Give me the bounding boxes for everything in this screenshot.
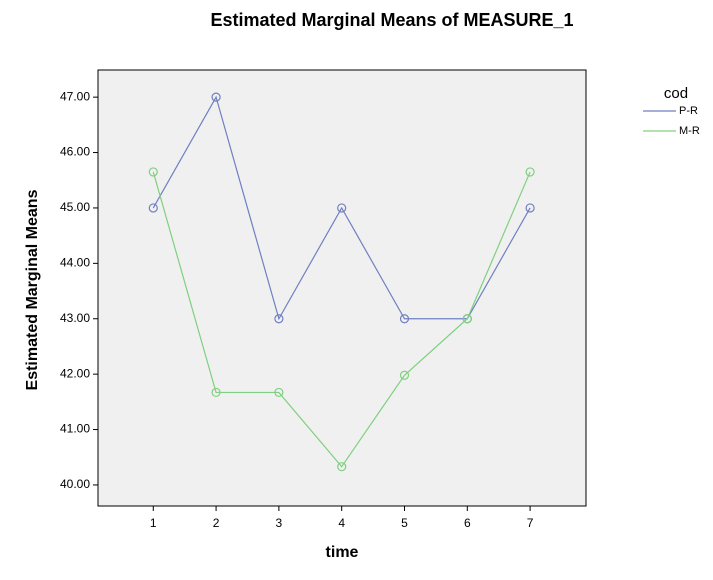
data-point — [399, 314, 410, 324]
legend-label: P-R — [679, 105, 698, 117]
y-tick-label: 43.00 — [60, 311, 90, 325]
data-point — [148, 203, 158, 213]
plot-area — [97, 69, 587, 507]
x-tick-label: 3 — [276, 516, 283, 530]
series-line — [152, 171, 531, 468]
data-point — [525, 167, 535, 177]
y-tick-label: 42.00 — [60, 366, 90, 380]
data-point — [148, 167, 158, 177]
legend-label: M-R — [679, 125, 700, 137]
legend-title: cod — [664, 85, 688, 102]
x-axis-label: time — [326, 544, 359, 561]
y-tick-label: 47.00 — [60, 89, 90, 103]
data-point — [211, 387, 221, 398]
data-point — [337, 203, 347, 213]
data-point — [211, 92, 221, 102]
chart-title: Estimated Marginal Means of MEASURE_1 — [210, 10, 573, 30]
x-tick-label: 7 — [527, 516, 534, 530]
data-point — [274, 314, 284, 324]
x-tick-label: 2 — [213, 516, 220, 530]
y-tick-label: 41.00 — [60, 422, 90, 436]
data-point — [337, 462, 347, 472]
x-tick-label: 1 — [150, 516, 157, 530]
x-tick-label: 6 — [464, 516, 471, 530]
y-tick-label: 45.00 — [60, 200, 90, 214]
y-axis-label: Estimated Marginal Means — [24, 189, 41, 390]
data-point — [274, 387, 284, 398]
data-point — [399, 370, 410, 380]
data-point — [462, 314, 472, 324]
y-tick-label: 46.00 — [60, 145, 90, 159]
y-tick-label: 44.00 — [60, 256, 90, 270]
y-tick-label: 40.00 — [60, 477, 90, 491]
data-point — [525, 203, 535, 213]
x-tick-label: 4 — [338, 516, 345, 530]
x-tick-label: 5 — [401, 516, 408, 530]
